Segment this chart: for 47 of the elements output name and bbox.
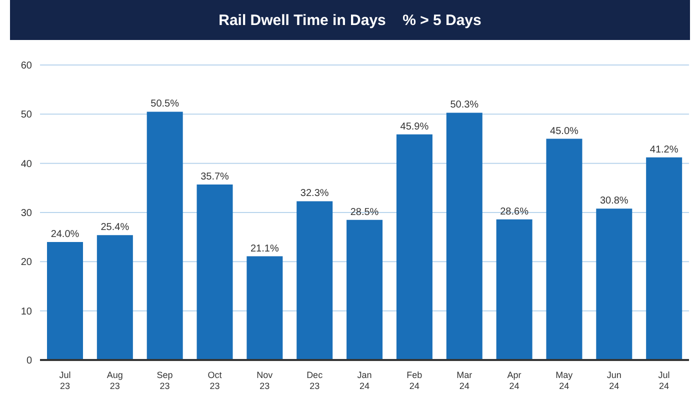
x-tick-label: Jul 24 xyxy=(658,370,670,391)
bar xyxy=(246,256,283,360)
bar xyxy=(196,184,233,360)
x-tick-label: May 24 xyxy=(556,370,574,391)
bar xyxy=(96,235,133,360)
x-tick-label: Jun 24 xyxy=(606,370,622,391)
bar xyxy=(446,112,482,360)
x-tick-label: Aug 23 xyxy=(106,370,123,391)
y-tick-label: 60 xyxy=(20,60,32,72)
bar xyxy=(146,112,183,360)
x-tick-label: Apr 24 xyxy=(507,370,522,391)
data-label: 45.9% xyxy=(400,121,429,132)
data-label: 32.3% xyxy=(300,188,329,200)
data-label: 28.6% xyxy=(500,206,529,218)
y-tick-label: 10 xyxy=(20,306,32,318)
data-label: 41.2% xyxy=(650,144,678,156)
data-label: 35.7% xyxy=(200,171,230,182)
data-label: 50.5% xyxy=(150,98,180,110)
x-tick-label: Feb 24 xyxy=(406,370,422,391)
x-tick-label: Oct 23 xyxy=(208,370,222,391)
data-label: 24.0% xyxy=(50,229,80,240)
x-tick-label: Dec 23 xyxy=(306,370,324,391)
x-tick-label: Sep 23 xyxy=(156,370,173,391)
x-tick-label: Mar 24 xyxy=(456,370,472,391)
y-tick-label: 50 xyxy=(20,110,32,121)
x-tick-label: Nov 23 xyxy=(256,370,274,391)
chart-title: Rail Dwell Time in Days % > 5 Days xyxy=(10,0,690,40)
bar xyxy=(47,242,83,360)
x-tick-label: Jul 23 xyxy=(59,370,71,391)
bar xyxy=(296,201,333,360)
x-tick-label: Jan 24 xyxy=(357,370,372,391)
data-label: 50.3% xyxy=(450,100,479,111)
y-tick-label: 30 xyxy=(20,208,32,220)
data-label: 45.0% xyxy=(550,126,579,137)
data-label: 28.5% xyxy=(350,206,379,218)
bar xyxy=(396,134,432,360)
y-tick-label: 0 xyxy=(26,356,32,367)
bar xyxy=(346,220,383,360)
data-label: 25.4% xyxy=(100,222,130,234)
bar xyxy=(596,208,632,360)
bar xyxy=(546,138,582,360)
bar xyxy=(496,219,532,360)
data-label: 30.8% xyxy=(600,196,628,207)
y-tick-label: 40 xyxy=(20,158,32,170)
bar xyxy=(646,157,682,360)
data-label: 21.1% xyxy=(250,243,279,254)
y-tick-label: 20 xyxy=(20,257,32,268)
